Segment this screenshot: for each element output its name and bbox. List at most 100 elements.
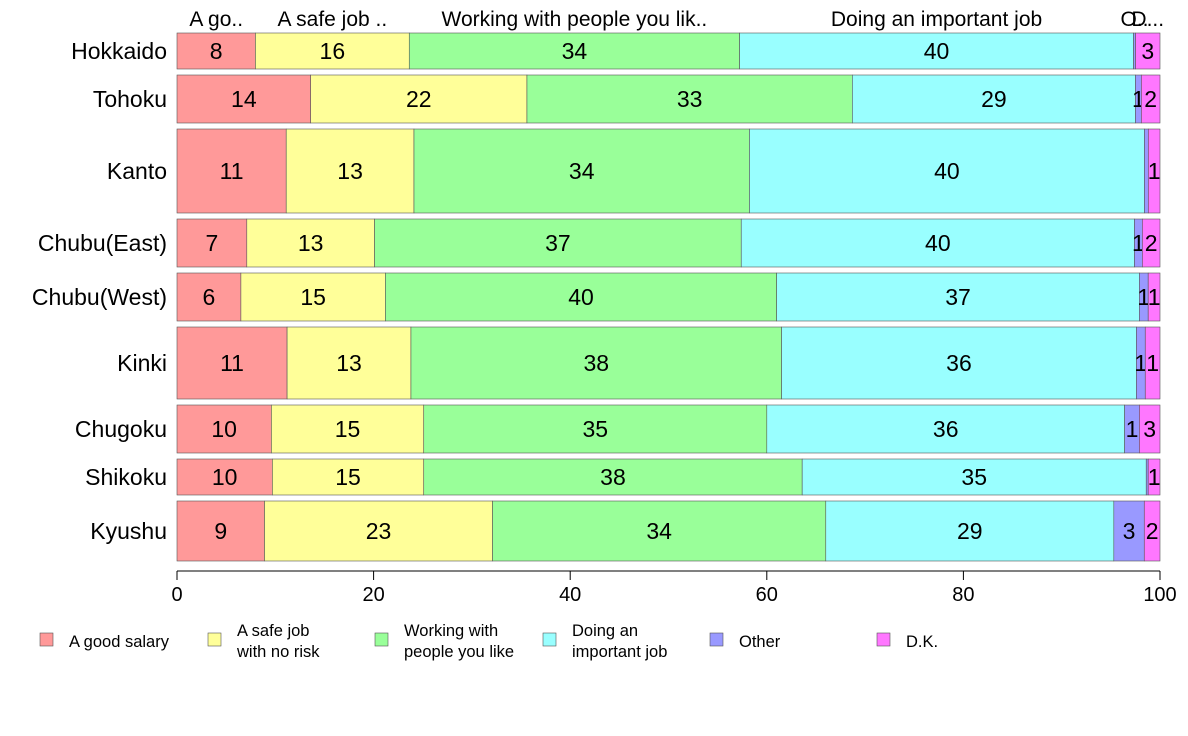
- bar-segment: [749, 128, 1145, 214]
- data-label: 1: [1148, 464, 1161, 490]
- legend-swatch: [709, 632, 724, 647]
- data-label: 14: [231, 86, 257, 112]
- legend-label: important job: [572, 643, 667, 661]
- bar-segment: [264, 500, 493, 562]
- data-label: 40: [934, 158, 960, 184]
- bar-segment: [408, 32, 740, 70]
- bar-segment: [176, 326, 288, 400]
- data-label: 15: [335, 416, 361, 442]
- legend-label: D.K.: [906, 633, 938, 651]
- bar-segment: [176, 458, 273, 496]
- data-label: 7: [205, 230, 218, 256]
- data-label: 11: [220, 350, 244, 376]
- data-label: 34: [646, 518, 672, 544]
- bar-segment: [766, 404, 1125, 454]
- data-label: 29: [981, 86, 1007, 112]
- bar-segment: [1139, 404, 1161, 454]
- data-label: 33: [677, 86, 703, 112]
- data-label: 40: [924, 38, 950, 64]
- bar-segment: [413, 128, 750, 214]
- series-header-label: Doing an important job: [831, 8, 1042, 31]
- category-label: Chubu(West): [32, 284, 167, 310]
- category-label: Chubu(East): [38, 230, 167, 256]
- x-tick-label: 20: [362, 584, 384, 606]
- data-label: 9: [214, 518, 227, 544]
- legend-label: with no risk: [236, 643, 320, 661]
- category-label: Tohoku: [93, 86, 167, 112]
- category-label: Chugoku: [75, 416, 167, 442]
- data-label: 15: [300, 284, 326, 310]
- legend-swatch: [207, 632, 222, 647]
- bar-segment: [410, 326, 782, 400]
- x-tick-label: 100: [1143, 584, 1176, 606]
- data-label: 34: [562, 38, 588, 64]
- legend-swatch: [39, 632, 54, 647]
- data-label: 2: [1145, 230, 1158, 256]
- bar-segment: [240, 272, 386, 322]
- legend-label: Doing an: [572, 622, 638, 640]
- data-label: 1: [1134, 350, 1147, 376]
- data-label: 1: [1132, 230, 1145, 256]
- category-label: Kinki: [117, 350, 167, 376]
- bar-segment: [310, 74, 528, 124]
- bar-segment: [1143, 500, 1161, 562]
- data-label: 35: [961, 464, 987, 490]
- bar-segment: [176, 74, 311, 124]
- data-label: 23: [366, 518, 392, 544]
- series-header-label: A safe job ..: [277, 8, 387, 31]
- bar-segment: [423, 458, 803, 496]
- bar-segment: [272, 458, 425, 496]
- bar-segment: [1147, 458, 1161, 496]
- legend-swatch: [374, 632, 389, 647]
- data-label: 6: [203, 284, 216, 310]
- bar-segment: [492, 500, 827, 562]
- bar-segment: [739, 32, 1134, 70]
- data-label: 3: [1141, 38, 1154, 64]
- data-label: 40: [568, 284, 594, 310]
- bar-segment: [852, 74, 1136, 124]
- series-header-label: A go..: [189, 8, 243, 31]
- bar-segment: [271, 404, 425, 454]
- data-label: 3: [1143, 416, 1156, 442]
- x-tick-label: 60: [756, 584, 778, 606]
- bar-segment: [374, 218, 742, 268]
- data-label: 36: [933, 416, 959, 442]
- data-label: 40: [925, 230, 951, 256]
- bar-segment: [255, 32, 410, 70]
- data-label: 38: [583, 350, 609, 376]
- legend-label: A safe job: [237, 622, 309, 640]
- legend-swatch: [542, 632, 557, 647]
- bar-segment: [1141, 74, 1161, 124]
- data-label: 38: [600, 464, 626, 490]
- bar-segment: [781, 326, 1137, 400]
- legend-label: A good salary: [69, 633, 170, 651]
- series-header-label: Working with people you lik..: [442, 8, 708, 31]
- x-tick-label: 40: [559, 584, 581, 606]
- data-label: 10: [212, 464, 238, 490]
- data-label: 1: [1148, 284, 1161, 310]
- data-label: 13: [336, 350, 362, 376]
- bar-segment: [385, 272, 777, 322]
- data-label: 3: [1123, 518, 1136, 544]
- series-header-label: D...: [1131, 8, 1164, 31]
- data-label: 37: [945, 284, 971, 310]
- data-label: 29: [957, 518, 983, 544]
- bar-segment: [801, 458, 1147, 496]
- data-label: 13: [337, 158, 363, 184]
- data-label: 35: [582, 416, 608, 442]
- data-label: 11: [220, 158, 244, 184]
- data-label: 1: [1146, 350, 1159, 376]
- data-label: 2: [1144, 86, 1157, 112]
- data-label: 15: [335, 464, 361, 490]
- legend-label: Working with: [404, 622, 498, 640]
- category-label: Kanto: [107, 158, 167, 184]
- data-label: 8: [210, 38, 223, 64]
- bar-segment: [825, 500, 1115, 562]
- data-label: 36: [946, 350, 972, 376]
- x-tick-label: 0: [171, 584, 182, 606]
- data-label: 34: [569, 158, 595, 184]
- bar-segment: [526, 74, 853, 124]
- legend-label: people you like: [404, 643, 514, 661]
- data-label: 37: [545, 230, 571, 256]
